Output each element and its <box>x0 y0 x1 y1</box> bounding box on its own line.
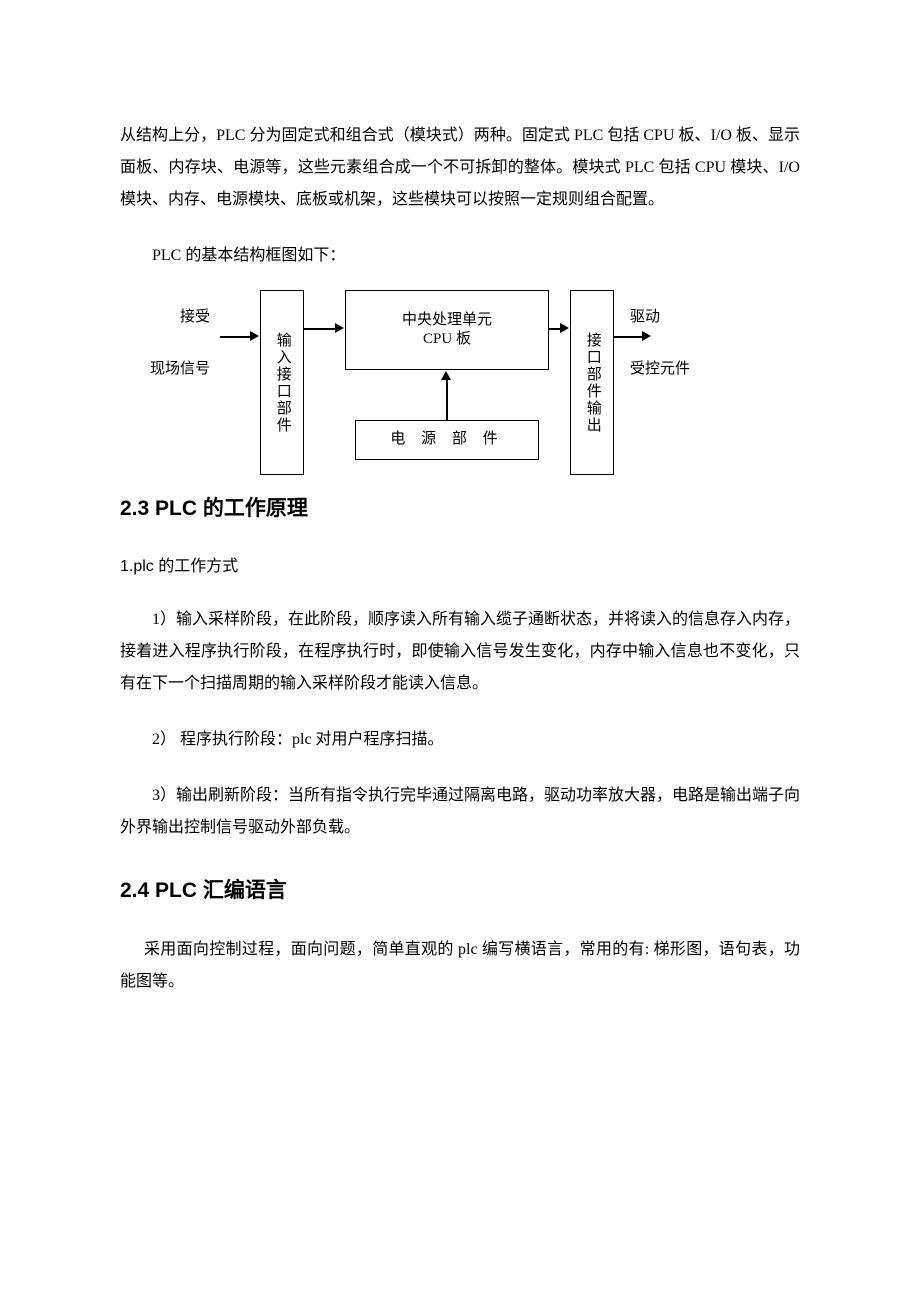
box-output-label: 接口部件输出 <box>582 332 602 434</box>
arrowhead-power-to-cpu <box>441 371 451 380</box>
arrow-power-to-cpu <box>446 379 448 420</box>
diagram-caption: PLC 的基本结构框图如下： <box>120 240 800 272</box>
box-cpu: 中央处理单元 CPU 板 <box>345 290 549 370</box>
subheading-2-3-1: 1.plc 的工作方式 <box>120 552 800 576</box>
label-right-top: 驱动 <box>630 308 660 328</box>
box-power: 电 源 部 件 <box>355 420 539 460</box>
heading-2-4: 2.4 PLC 汇编语言 <box>120 874 800 904</box>
box-input: 输入接口部件 <box>260 290 304 475</box>
arrowhead-output-to-right <box>642 331 651 341</box>
arrowhead-left-to-input <box>250 331 259 341</box>
para-2-3-p1: 1）输入采样阶段，在此阶段，顺序读入所有输入缆子通断状态，并将读入的信息存入内存… <box>120 604 800 700</box>
para-2-3-p3: 3）输出刷新阶段：当所有指令执行完毕通过隔离电路，驱动功率放大器，电路是输出端子… <box>120 780 800 844</box>
label-left-bottom: 现场信号 <box>150 360 210 380</box>
label-left-top: 接受 <box>180 308 210 328</box>
para-2-3-p2: 2） 程序执行阶段：plc 对用户程序扫描。 <box>120 724 800 756</box>
arrowhead-input-to-cpu <box>335 323 344 333</box>
box-cpu-line2: CPU 板 <box>423 330 471 350</box>
box-input-label: 输入接口部件 <box>272 332 292 434</box>
document-page: 从结构上分，PLC 分为固定式和组合式（模块式）两种。固定式 PLC 包括 CP… <box>0 0 920 1302</box>
label-right-bottom: 受控元件 <box>630 360 690 380</box>
arrow-output-to-right <box>614 336 644 338</box>
para-2-4-p1: 采用面向控制过程，面向问题，简单直观的 plc 编写横语言，常用的有: 梯形图，… <box>120 934 800 998</box>
arrowhead-cpu-to-output <box>560 323 569 333</box>
arrow-input-to-cpu <box>304 328 337 330</box>
plc-structure-diagram: 接受 现场信号 输入接口部件 中央处理单元 CPU 板 电 源 部 件 接口部件… <box>120 280 800 480</box>
arrow-left-to-input <box>220 336 252 338</box>
heading-2-3: 2.3 PLC 的工作原理 <box>120 492 800 522</box>
box-cpu-line1: 中央处理单元 <box>402 311 492 331</box>
box-output: 接口部件输出 <box>570 290 614 475</box>
intro-paragraph: 从结构上分，PLC 分为固定式和组合式（模块式）两种。固定式 PLC 包括 CP… <box>120 120 800 216</box>
box-power-label: 电 源 部 件 <box>390 430 503 450</box>
